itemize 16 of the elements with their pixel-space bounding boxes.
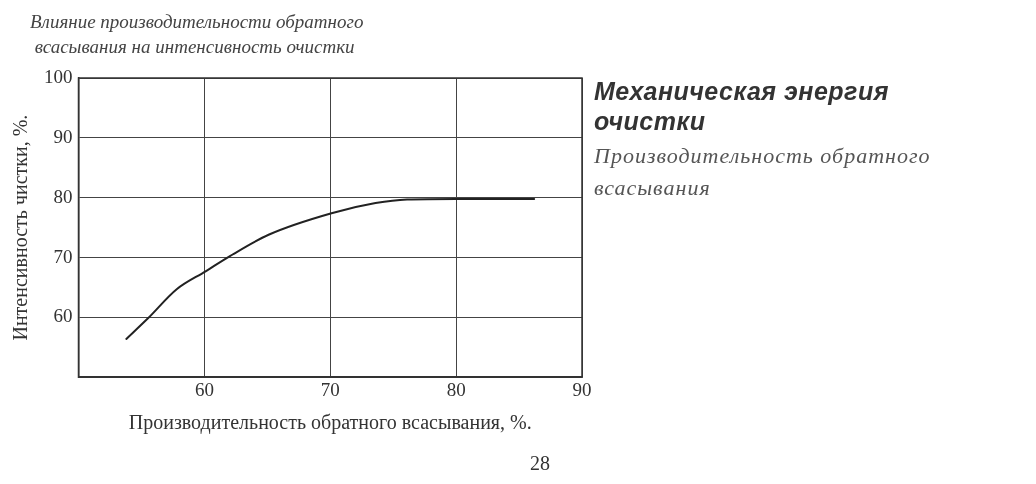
y-tick-label: 70 [53, 245, 73, 267]
y-axis-title: Интенсивность чистки, %. [9, 114, 32, 341]
y-tick-label: 60 [53, 305, 73, 327]
text: Производительность обратного всасывания [594, 142, 932, 202]
text: Механическая энергия очистки [594, 76, 890, 136]
y-tick-label: 90 [53, 125, 73, 147]
x-tick-label: 60 [194, 378, 214, 400]
y-tick-label: 80 [53, 185, 73, 207]
chart-title: Влияние производительности обратного всасывания на интенсивность очистки [30, 10, 364, 57]
x-tick-label: 90 [572, 378, 592, 400]
text: 28 [530, 452, 550, 475]
x-axis-title: Производительность обратного всасывания, %. [128, 411, 532, 435]
x-tick-label: 70 [320, 378, 340, 400]
line-series [125, 197, 536, 340]
x-tick-label: 80 [446, 378, 466, 400]
y-tick-label: 100 [44, 65, 73, 87]
